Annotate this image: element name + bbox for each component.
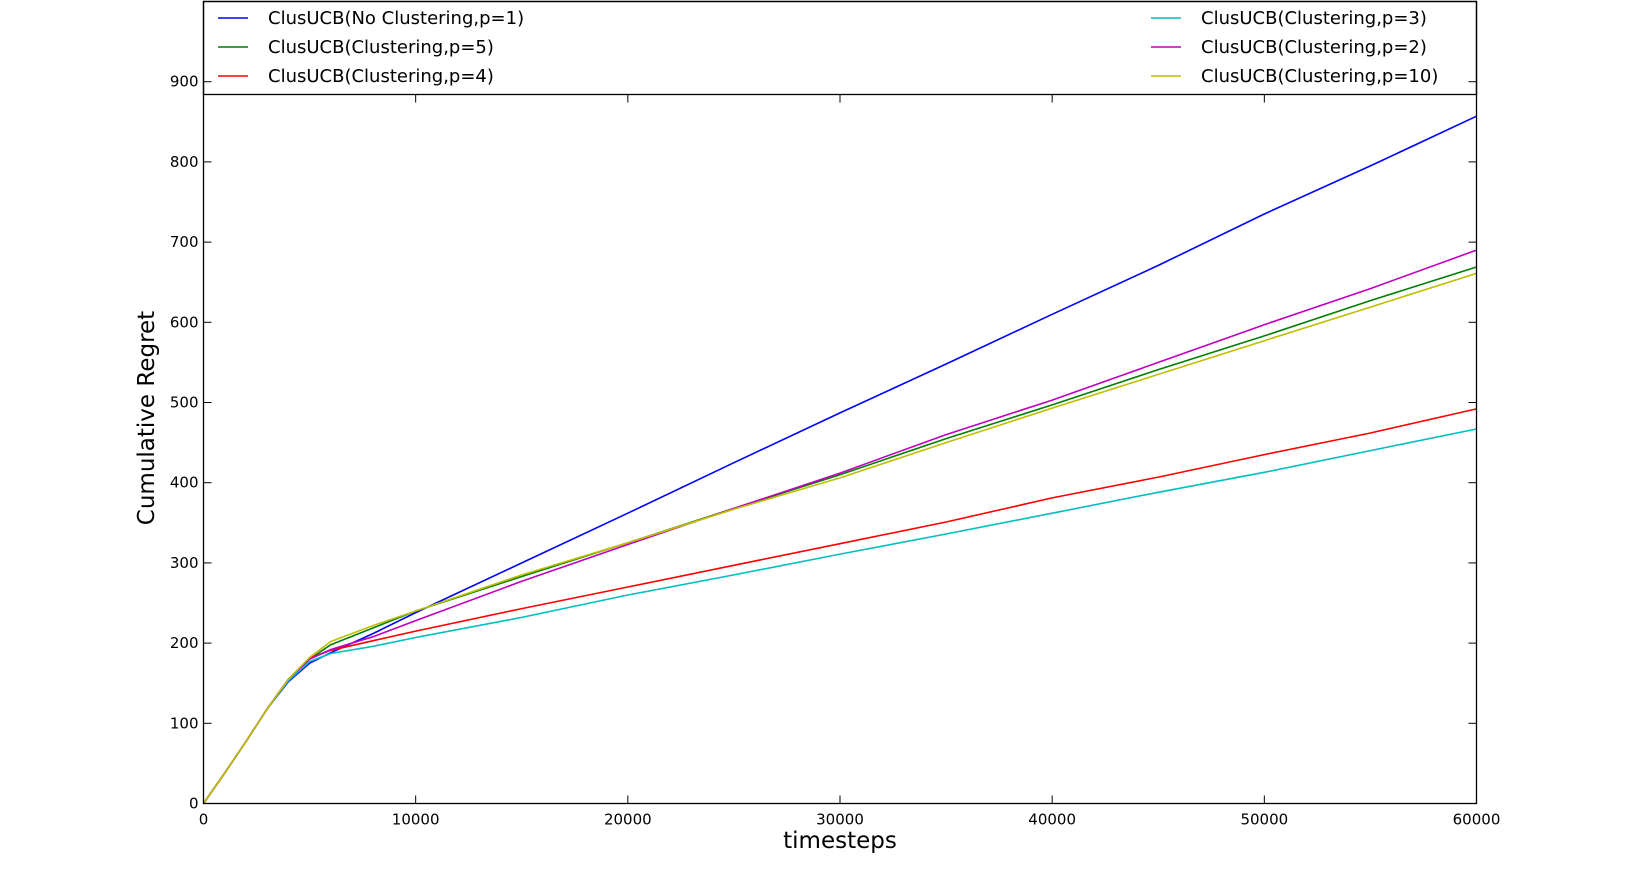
legend: ClusUCB(No Clustering,p=1) ClusUCB(Cluste… — [218, 8, 1438, 87]
y-axis-label: Cumulative Regret — [134, 311, 160, 525]
x-tick-label-2: 20000 — [604, 811, 652, 829]
x-tick-label-3: 30000 — [816, 811, 864, 829]
y-tick-label-8: 800 — [170, 153, 199, 171]
plot-lines — [202, 115, 1477, 804]
y-tick-label-9: 900 — [170, 73, 199, 91]
y-tick-label-5: 500 — [170, 394, 199, 412]
x-tick-label-5: 50000 — [1240, 811, 1288, 829]
legend-label-2: ClusUCB(Clustering,p=5) — [268, 37, 494, 58]
y-tick-label-6: 600 — [170, 313, 199, 331]
series-line-6 — [202, 272, 1477, 804]
y-tick-label-3: 300 — [170, 554, 199, 572]
x-axis-label: timesteps — [783, 828, 897, 854]
y-tick-label-7: 700 — [170, 233, 199, 251]
legend-label-1: ClusUCB(No Clustering,p=1) — [268, 8, 524, 29]
y-tick-label-4: 400 — [170, 474, 199, 492]
y-tick-label-1: 100 — [170, 714, 199, 732]
legend-label-3: ClusUCB(Clustering,p=4) — [268, 66, 494, 87]
axes: 0 10000 20000 30000 40000 50000 60000 0 100 200 30… — [170, 73, 1501, 829]
legend-label-4: ClusUCB(Clustering,p=3) — [1201, 8, 1427, 29]
legend-label-6: ClusUCB(Clustering,p=10) — [1201, 66, 1438, 87]
y-tick-label-0: 0 — [189, 795, 199, 813]
x-tick-label-4: 40000 — [1028, 811, 1076, 829]
legend-label-5: ClusUCB(Clustering,p=2) — [1201, 37, 1427, 58]
x-tick-label-0: 0 — [199, 811, 209, 829]
y-tick-label-2: 200 — [170, 634, 199, 652]
x-tick-label-6: 60000 — [1453, 811, 1501, 829]
x-tick-label-1: 10000 — [392, 811, 440, 829]
